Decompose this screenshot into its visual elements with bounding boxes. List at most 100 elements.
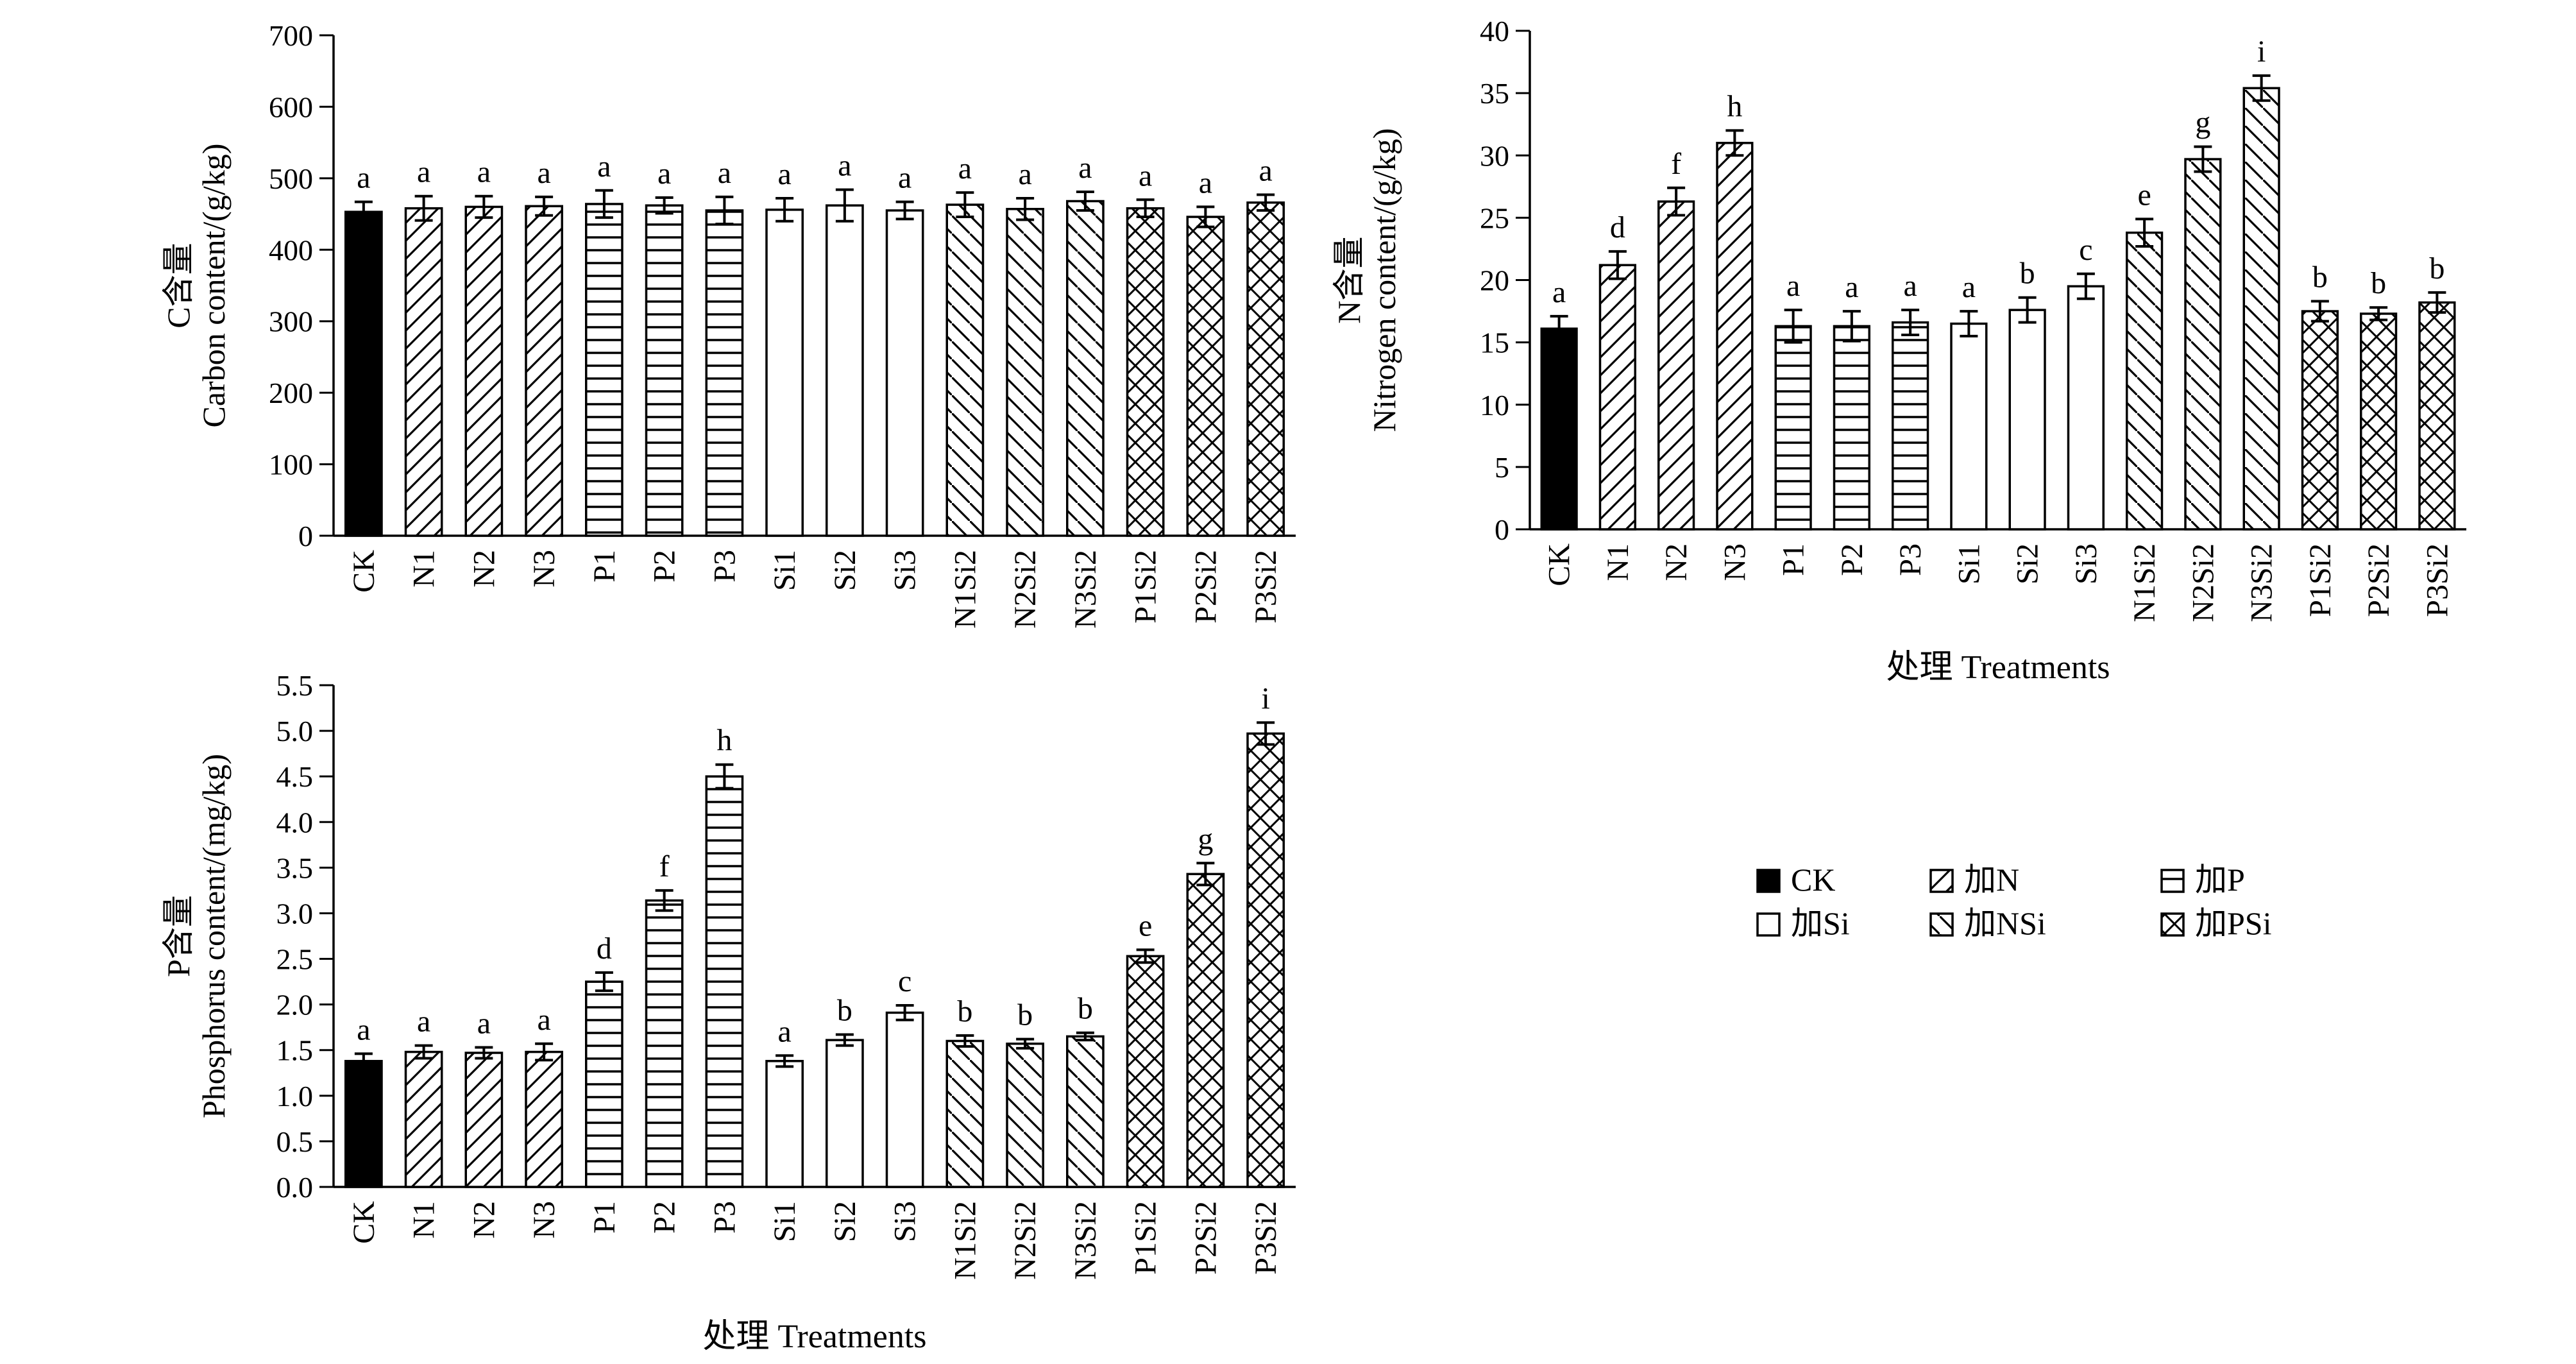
x-tick-label: N3Si2 [1069,1201,1103,1280]
bar-n1 [404,1050,443,1188]
x-tick-label: P2 [648,1201,682,1234]
significance-letter: i [2257,35,2266,69]
significance-letter: a [417,155,430,189]
x-tick-label: Si1 [768,550,802,591]
y-tick-label: 3.5 [276,851,314,884]
y-tick-label: 25 [1480,201,1509,234]
legend-item-ck: CK [1756,862,1835,898]
nitrogen-chart: 0 5 10 15 20 25 30 35 40 a CK d N1 f N2 h N3 a P1 a P2 a P3 a Si… [1331,15,2466,686]
bar-si3 [885,1011,924,1188]
y-tick-label: 200 [269,377,313,409]
y-tick-label: 400 [269,234,313,266]
bar-n3si2 [2242,87,2280,531]
significance-letter: a [898,161,911,195]
error-bar-p1si2 [2310,300,2329,323]
bar-si3 [2067,285,2105,531]
x-tick-label: N2 [1659,543,1693,581]
bar-n1si2 [945,1039,985,1188]
significance-letter: b [1078,992,1093,1026]
error-bar-p1 [595,971,613,993]
y-tick-label: 5.0 [276,715,314,747]
error-bar-n1 [1608,250,1627,280]
legend-item-n: 加N [1929,862,2019,898]
x-tick-label: N2 [467,550,501,588]
error-bar-p3si2 [1257,721,1275,746]
error-bar-n2si2 [1016,1037,1035,1050]
legend-swatch [1756,912,1781,937]
error-bar-p3si2 [2428,291,2446,314]
legend-label: 加N [1964,862,2019,898]
bar-p3si2 [1246,732,1285,1188]
significance-letter: b [2371,266,2386,300]
y-tick-label: 30 [1480,139,1509,172]
bar-ck [344,210,383,537]
error-bar-ck [354,1052,373,1070]
error-bar-p3 [715,195,734,226]
x-tick-label: P3 [708,1201,741,1234]
error-bar-n1 [414,1044,433,1060]
bar-p2si2 [1186,216,1225,537]
y-tick-label: 2.0 [276,989,314,1021]
error-bar-n2 [475,1046,493,1060]
bar-p1si2 [2301,310,2339,531]
significance-letter: f [1671,147,1681,181]
error-bar-p2si2 [1196,205,1215,228]
error-bar-p3 [1901,309,1920,336]
bar-n1si2 [945,203,985,537]
legend-label: 加NSi [1964,905,2046,941]
x-tick-label: P3Si2 [2420,543,2454,617]
bar-n1 [404,207,443,537]
bar-p2 [1833,325,1870,531]
significance-letter: a [1199,166,1212,200]
x-tick-label: CK [1543,543,1577,586]
x-tick-label: P3 [1894,543,1928,576]
significance-letter: b [837,994,852,1028]
significance-letter: a [357,1012,370,1046]
bar-n2si2 [1006,1043,1044,1188]
x-tick-label: CK [347,550,381,593]
x-tick-label: N3Si2 [2245,543,2279,622]
x-tick-label: P1Si2 [1129,1201,1163,1275]
significance-letter: h [716,724,732,758]
y-tick-label: 4.5 [276,760,314,793]
x-tick-label: Si2 [828,550,862,591]
x-tick-label: Si2 [2011,543,2045,584]
x-tick-label: Si3 [888,1201,922,1242]
x-tick-label: P3 [708,550,741,583]
error-bar-si1 [775,1054,794,1068]
x-tick-label: Si1 [1952,543,1986,584]
legend: CK 加N 加P 加Si 加NSi 加PSi [1756,862,2272,941]
bar-p2 [645,204,684,537]
error-bar-n3 [1725,129,1744,157]
y-tick-label: 1.5 [276,1034,314,1067]
error-bar-n3 [535,1042,554,1062]
bar-p3 [705,209,744,537]
x-tick-label: Si1 [768,1201,802,1242]
y-tick-label: 5.5 [276,669,314,702]
bar-n2si2 [2184,158,2222,531]
y-tick-label: 0.0 [276,1171,314,1204]
y-tick-label: 0 [1495,513,1509,546]
bar-si2 [2008,309,2046,531]
bar-p1si2 [1126,207,1165,537]
legend-swatch [1929,912,1954,937]
y-tick-label: 500 [269,162,313,195]
x-tick-label: N1 [407,1201,441,1239]
error-bar-n3si2 [2252,74,2271,102]
error-bar-si2 [835,188,854,223]
carbon-chart: 0 100 200 300 400 500 600 700 a CK a N1 a N2 a N3 a P1 a P2… [160,19,1296,629]
phosphorus-chart: 0.0 0.5 1.0 1.5 2.0 2.5 3.0 3.5 4.0 4.5 5.0 5.5 a CK a… [160,669,1296,1355]
x-tick-label: Si3 [2069,543,2103,584]
significance-letter: a [357,161,370,195]
legend-item-p: 加P [2160,862,2245,898]
error-bar-n3si2 [1076,191,1094,212]
x-tick-label: N1 [1601,543,1635,581]
significance-letter: d [1610,210,1625,244]
error-bar-p2 [655,889,674,912]
bar-p3si2 [2418,301,2456,531]
bar-n3si2 [1066,200,1105,537]
bar-n1 [1598,264,1636,531]
y-tick-label: 100 [269,448,313,481]
significance-letter: a [1018,157,1031,191]
significance-letter: a [537,1003,550,1037]
